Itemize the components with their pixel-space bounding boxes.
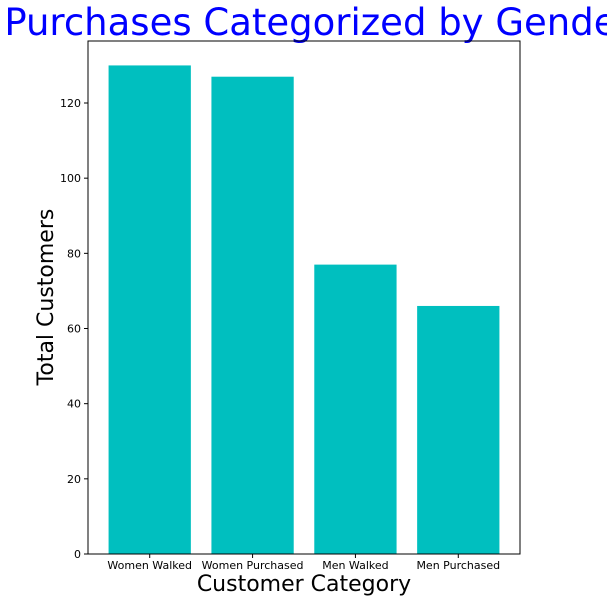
y-tick-label: 80 [67,247,81,260]
y-axis: 0 20 40 60 80 100 120 [60,97,88,561]
x-tick-label: Women Walked [107,559,192,572]
plot-frame [87,40,521,555]
y-tick-label: 20 [67,473,81,486]
y-tick-label: 0 [74,548,81,561]
bar-women-walked [108,65,191,554]
bars-group [108,65,500,554]
bar-men-purchased [417,305,500,554]
y-tick-label: 60 [67,323,81,336]
bar-men-walked [314,264,397,554]
x-axis-title: Customer Category [197,572,411,597]
x-tick-label: Men Walked [322,559,388,572]
bar-women-purchased [211,76,294,554]
x-tick-label: Men Purchased [416,559,500,572]
y-axis-title: Total Customers [34,209,59,387]
y-tick-label: 100 [60,172,81,185]
y-tick-label: 40 [67,398,81,411]
chart-title: Purchases Categorized by Gender [4,1,607,44]
x-tick-label: Women Purchased [202,559,304,572]
x-axis: Women Walked Women Purchased Men Walked Men… [107,554,500,572]
y-tick-label: 120 [60,97,81,110]
